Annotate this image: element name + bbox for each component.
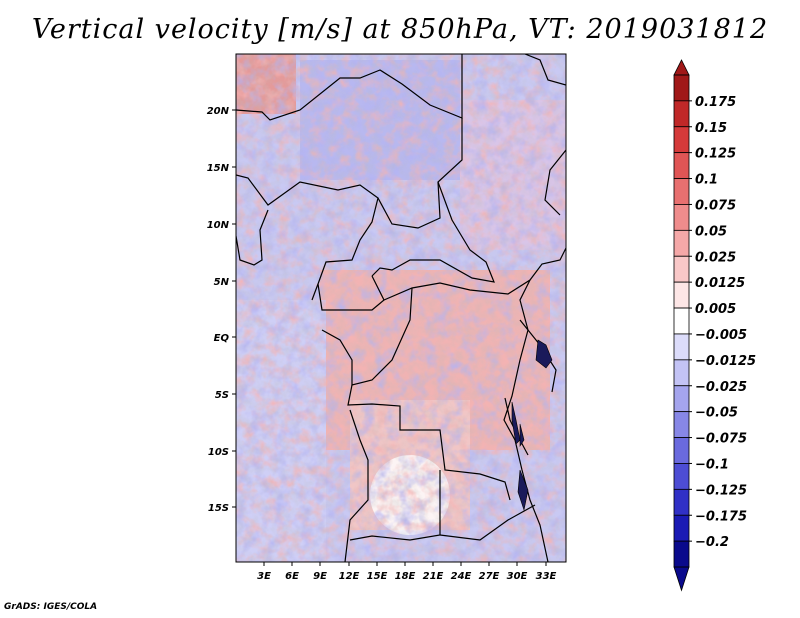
svg-text:15N: 15N — [207, 163, 230, 174]
colorbar-label: −0.2 — [695, 535, 729, 550]
svg-text:24E: 24E — [451, 571, 472, 582]
colorbar-bin — [673, 437, 690, 464]
svg-text:5N: 5N — [214, 277, 230, 288]
map-frame — [235, 53, 567, 563]
svg-text:15S: 15S — [208, 503, 229, 514]
colorbar-bin — [673, 178, 690, 205]
svg-text:18E: 18E — [395, 571, 416, 582]
colorbar-bin — [673, 514, 690, 542]
colorbar-min-arrow — [673, 566, 690, 592]
svg-text:27E: 27E — [479, 571, 500, 582]
lon-tick: 18E — [395, 562, 416, 582]
colorbar-bin — [673, 229, 690, 257]
colorbar-bin — [673, 74, 690, 102]
colorbar-label: −0.175 — [695, 509, 747, 524]
colorbar-label: 0.075 — [695, 198, 736, 213]
velocity-field — [236, 54, 566, 562]
colorbar-bin — [673, 463, 690, 490]
colorbar-bin — [673, 540, 690, 568]
lon-tick: 24E — [451, 562, 472, 582]
colorbar-label: −0.1 — [695, 457, 729, 472]
colorbar-label: −0.005 — [695, 328, 747, 343]
lon-tick: 27E — [479, 562, 500, 582]
lat-tick: EQ — [214, 333, 236, 344]
colorbar-bin — [673, 100, 690, 128]
lat-tick: 5S — [215, 390, 236, 401]
lat-tick: 10S — [208, 447, 236, 458]
svg-text:12E: 12E — [339, 571, 360, 582]
colorbar-label: 0.005 — [695, 302, 736, 317]
svg-text:21E: 21E — [423, 571, 444, 582]
colorbar-bin — [673, 359, 690, 387]
plot-title: Vertical velocity [m/s] at 850hPa, VT: 2… — [31, 14, 769, 45]
svg-text:6E: 6E — [285, 571, 299, 582]
svg-text:15E: 15E — [367, 571, 388, 582]
lat-tick: 20N — [207, 106, 236, 117]
svg-text:10S: 10S — [208, 447, 229, 458]
colorbar-bin — [673, 488, 690, 516]
svg-text:30E: 30E — [507, 571, 528, 582]
lat-tick: 10N — [207, 220, 236, 231]
lon-tick: 9E — [313, 562, 327, 582]
svg-text:20N: 20N — [207, 106, 230, 117]
colorbar-label: −0.0125 — [695, 354, 756, 369]
svg-text:5S: 5S — [215, 390, 229, 401]
colorbar: 0.175 0.15 0.125 0.1 0.075 0.05 0.025 0.0125 0.0… — [673, 59, 756, 592]
lon-tick: 33E — [536, 562, 557, 582]
colorbar-label: 0.175 — [695, 95, 736, 110]
lon-axis: 3E 6E 9E 12E 15E 18E 21E 24E 27E 30E 33E — [257, 562, 557, 582]
lon-tick: 21E — [423, 562, 444, 582]
lon-tick: 15E — [367, 562, 388, 582]
lon-tick: 6E — [285, 562, 299, 582]
lakes — [511, 339, 553, 512]
colorbar-max-arrow — [673, 59, 690, 76]
svg-text:3E: 3E — [257, 571, 271, 582]
lon-tick: 12E — [339, 562, 360, 582]
svg-text:9E: 9E — [313, 571, 327, 582]
colorbar-label: 0.15 — [695, 121, 727, 136]
colorbar-bin — [673, 255, 690, 283]
colorbar-bin — [673, 411, 690, 438]
svg-text:10N: 10N — [207, 220, 230, 231]
colorbar-label: 0.1 — [695, 173, 718, 188]
colorbar-bin — [673, 333, 690, 361]
colorbar-label: −0.05 — [695, 406, 738, 421]
lat-tick: 5N — [214, 277, 236, 288]
colorbar-label: 0.025 — [695, 250, 736, 265]
lon-tick: 3E — [257, 562, 271, 582]
colorbar-bin — [673, 152, 690, 179]
colorbar-label: 0.125 — [695, 147, 736, 162]
svg-text:EQ: EQ — [214, 333, 230, 344]
colorbar-bin — [673, 204, 690, 231]
colorbar-label: 0.0125 — [695, 276, 745, 291]
colorbar-bin — [673, 281, 690, 309]
colorbar-bin — [673, 307, 690, 335]
country-borders — [236, 54, 566, 562]
colorbar-label: −0.075 — [695, 432, 747, 447]
svg-text:33E: 33E — [536, 571, 557, 582]
colorbar-bin — [673, 385, 690, 413]
lon-tick: 30E — [507, 562, 528, 582]
grads-credit: GrADS: IGES/COLA — [4, 602, 98, 612]
lat-axis: 20N 15N 10N 5N EQ 5S 10S 15S — [207, 106, 236, 514]
colorbar-label: −0.125 — [695, 483, 747, 498]
lat-tick: 15S — [208, 503, 236, 514]
colorbar-label: −0.025 — [695, 380, 747, 395]
colorbar-bin — [673, 126, 690, 154]
colorbar-label: 0.05 — [695, 224, 727, 239]
lat-tick: 15N — [207, 163, 236, 174]
